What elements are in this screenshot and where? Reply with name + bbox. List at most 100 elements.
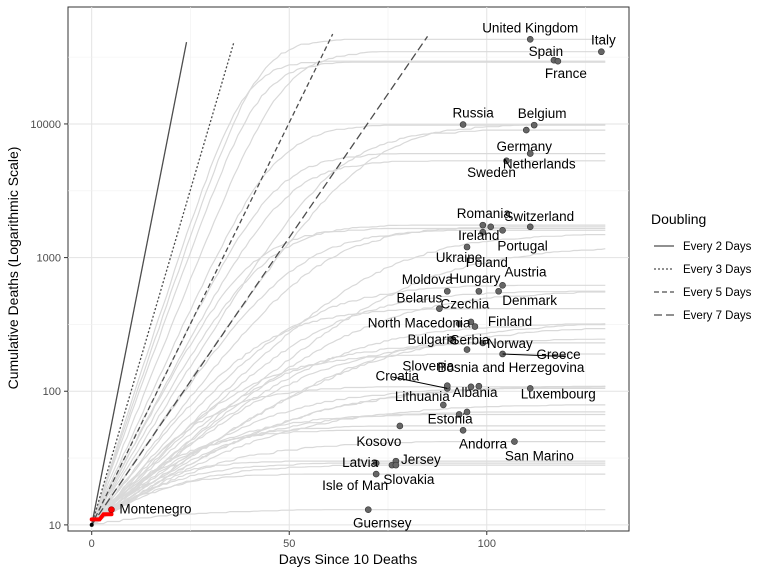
country-label: Luxembourg <box>521 386 596 401</box>
country-curve <box>91 429 606 526</box>
country-label: Guernsey <box>353 516 412 531</box>
country-label: Montenegro <box>119 502 191 517</box>
country-curve <box>91 411 606 526</box>
y-axis-title: Cumulative Deaths (Logarithmic Scale) <box>5 147 21 390</box>
country-label: Slovenia <box>402 359 454 374</box>
country-curve <box>91 323 606 525</box>
country-label: Albania <box>452 385 498 400</box>
country-curve <box>91 224 606 525</box>
country-point <box>455 411 463 418</box>
country-label: Spain <box>529 44 564 59</box>
country-curve <box>91 509 606 525</box>
country-label: North Macedonia <box>368 316 471 331</box>
country-label: Russia <box>452 106 494 121</box>
country-label: Czechia <box>441 297 490 312</box>
country-point <box>495 287 502 295</box>
country-label: Germany <box>497 139 553 154</box>
country-point <box>436 305 443 312</box>
country-point <box>372 470 380 478</box>
country-label: San Marino <box>505 449 574 464</box>
country-curve <box>91 227 606 525</box>
background-curves <box>91 38 606 526</box>
legend: Doubling Every 2 Days Every 3 Days Every 5… <box>651 211 752 322</box>
country-curve <box>91 160 606 525</box>
country-point <box>499 282 506 289</box>
country-point <box>554 57 562 65</box>
country-labels: United Kingdom Italy Spain France Russia Belg… <box>119 20 616 530</box>
country-curve <box>91 229 606 526</box>
plot-panel <box>67 6 630 532</box>
y-tick-label: 10000 <box>30 119 61 131</box>
label-leader-line <box>502 353 566 357</box>
country-label: Jersey <box>401 452 441 467</box>
doubling-line-5-days <box>91 33 334 526</box>
country-point <box>598 48 605 56</box>
country-label: Andorra <box>459 436 508 451</box>
country-label: Sweden <box>467 165 516 180</box>
country-label: France <box>545 66 587 81</box>
country-curve <box>91 60 606 525</box>
country-point <box>530 121 538 129</box>
legend-label-5-days: Every 5 Days <box>683 287 752 299</box>
country-label: Italy <box>591 33 616 48</box>
country-label: Croatia <box>376 368 420 383</box>
country-point <box>503 157 510 165</box>
country-curve <box>91 124 606 525</box>
country-points <box>108 35 605 513</box>
country-label: Slovakia <box>383 472 435 487</box>
x-tick-label: 0 <box>89 538 95 550</box>
country-point <box>499 227 506 234</box>
country-point <box>396 422 404 430</box>
legend-label-2-days: Every 2 Days <box>683 241 752 253</box>
country-label: Romania <box>457 206 512 221</box>
country-point <box>392 461 400 469</box>
country-point <box>526 385 534 392</box>
country-label: Hungary <box>449 271 500 286</box>
x-axis-title: Days Since 10 Deaths <box>279 551 418 567</box>
country-point <box>459 121 467 128</box>
country-label: Bosnia and Herzegovina <box>437 360 585 375</box>
country-curve <box>91 284 606 525</box>
country-point <box>443 382 451 390</box>
country-curve <box>91 441 606 526</box>
country-curve <box>91 324 606 525</box>
country-point <box>463 408 471 416</box>
country-curve <box>91 291 606 525</box>
legend-label-3-days: Every 3 Days <box>683 264 752 276</box>
country-label: Greece <box>536 347 580 362</box>
legend-label-7-days: Every 7 Days <box>683 310 752 322</box>
country-curve <box>91 129 606 526</box>
country-point <box>455 320 463 328</box>
country-curve <box>91 342 606 526</box>
country-label: Ukraine <box>436 250 483 265</box>
country-label: Belgium <box>518 106 567 121</box>
country-curve <box>91 385 606 526</box>
country-label: Belarus <box>396 291 442 306</box>
x-tick-label: 50 <box>283 538 295 550</box>
country-label: Bulgaria <box>407 332 457 347</box>
country-label: Switzerland <box>504 209 574 224</box>
country-label: Lithuania <box>395 389 450 404</box>
country-curve <box>91 338 606 525</box>
country-point <box>467 383 475 391</box>
country-curve <box>91 462 606 525</box>
country-point <box>467 318 475 326</box>
country-curve <box>91 464 606 526</box>
doubling-line-7-days <box>91 35 429 526</box>
country-label: Kosovo <box>356 434 401 449</box>
doubling-line-2-days <box>91 41 188 526</box>
country-curve <box>91 413 606 526</box>
country-curve <box>91 328 606 526</box>
country-point <box>526 150 534 157</box>
x-axis-ticks: 0 50 100 <box>89 531 496 550</box>
country-point <box>522 126 530 134</box>
country-label: Netherlands <box>503 157 576 172</box>
country-label: Moldova <box>402 272 454 287</box>
country-curve <box>91 425 606 525</box>
country-point <box>475 382 483 390</box>
y-axis-ticks: 10 100 1000 10000 <box>30 119 68 532</box>
country-curve <box>91 386 606 526</box>
country-point <box>511 438 518 445</box>
country-point <box>372 459 380 467</box>
